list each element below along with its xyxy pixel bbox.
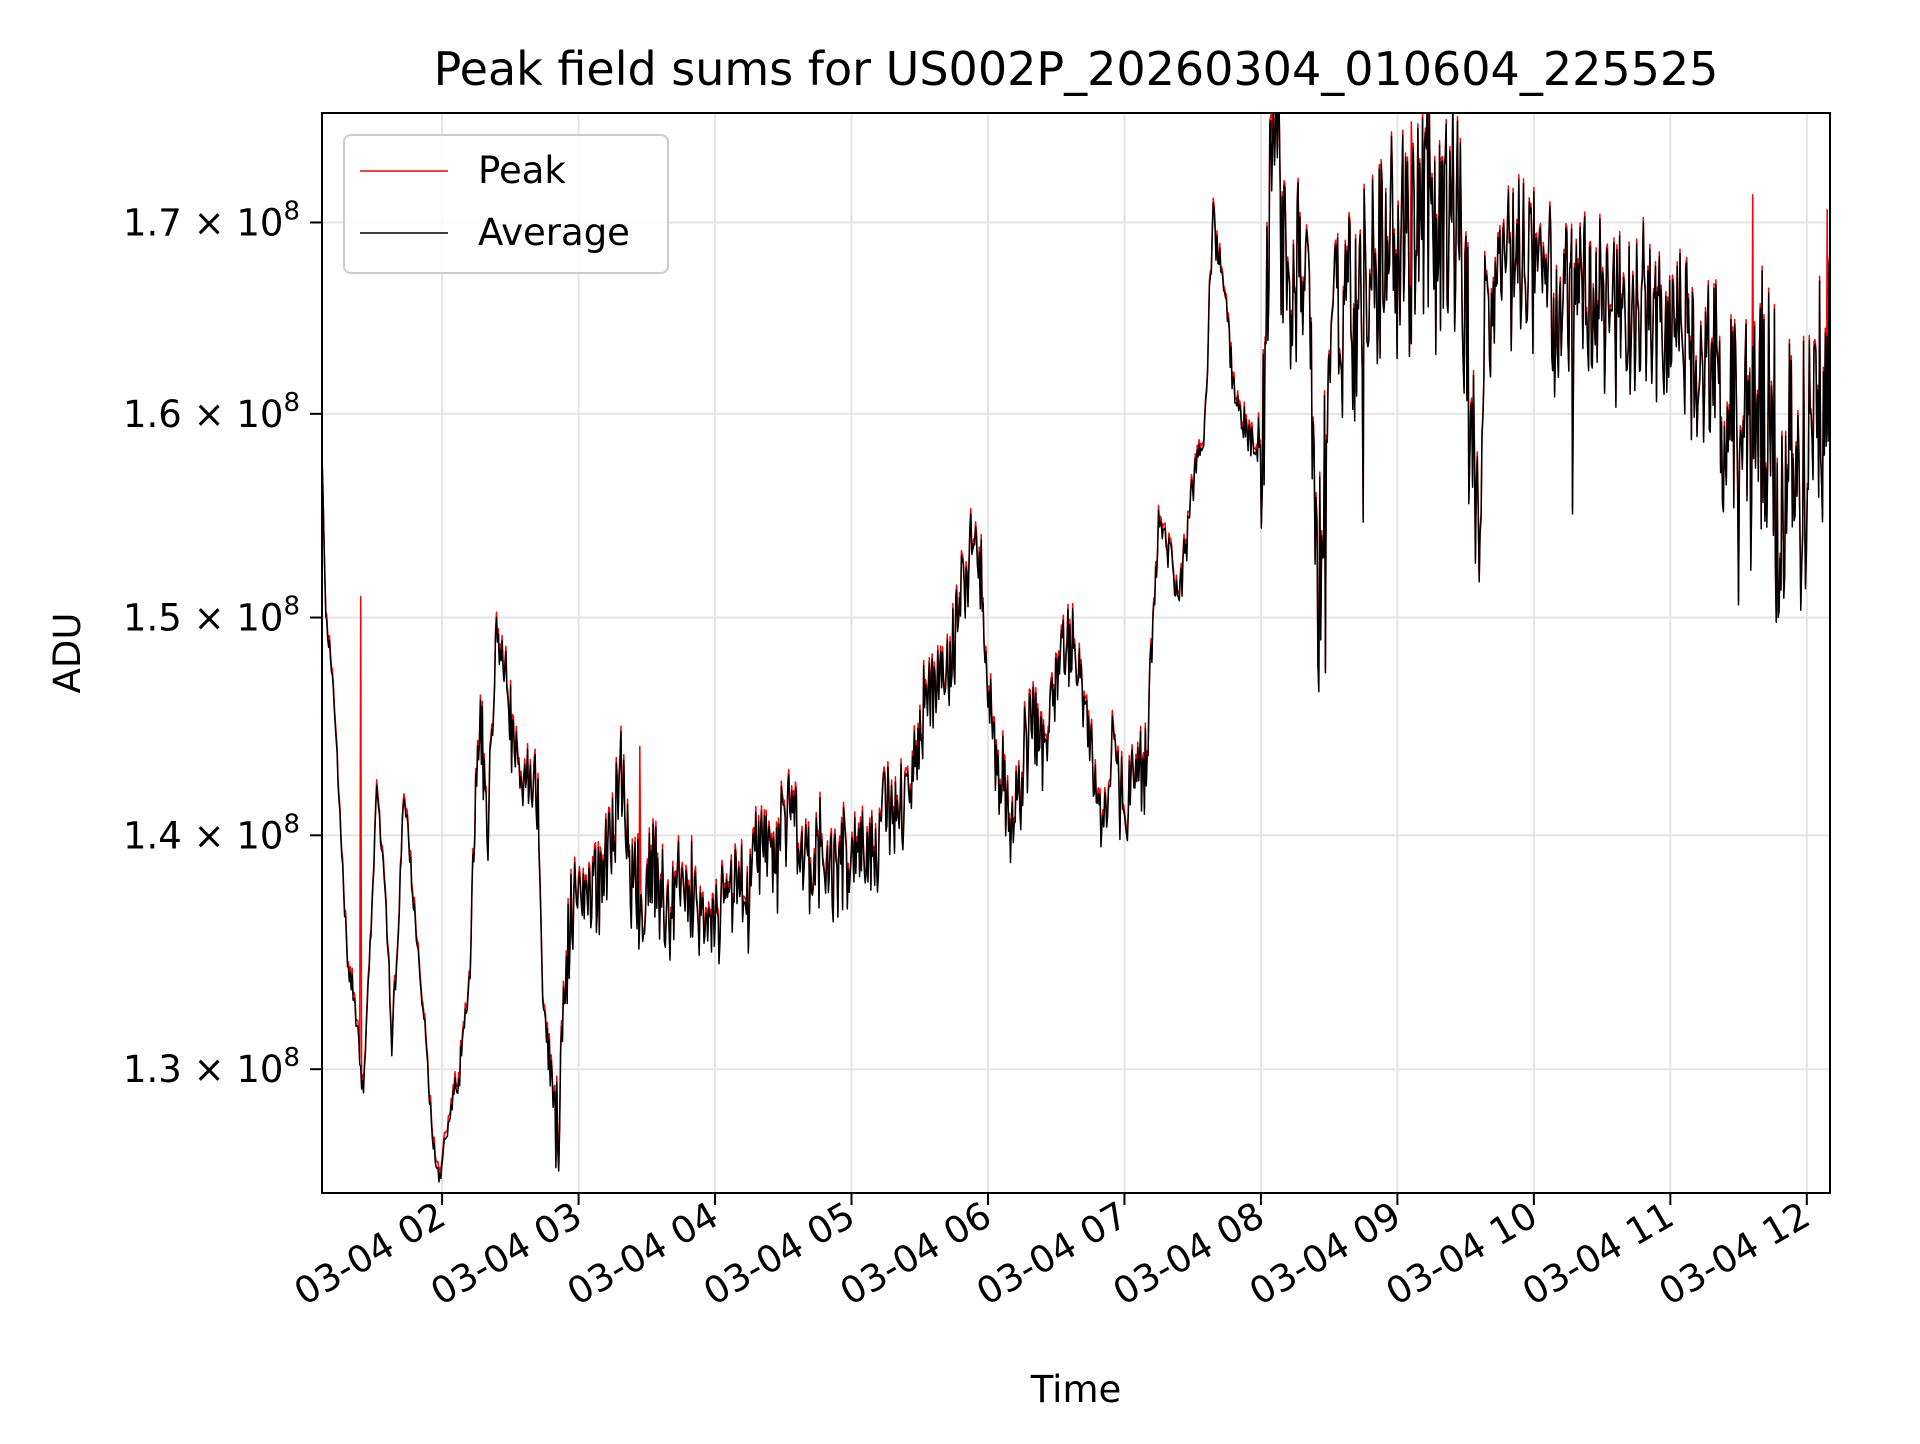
legend-box (343, 134, 669, 274)
series-layer (322, 113, 1830, 1183)
y-tick-label-base: 1.5 × 10 (123, 597, 283, 640)
y-tick-label-base: 1.6 × 10 (123, 393, 283, 436)
legend-peak-label[interactable]: Peak (478, 149, 566, 192)
series-line-average (322, 113, 1830, 1183)
y-tick-label-base: 1.3 × 10 (123, 1048, 283, 1091)
y-tick-label: 1.6 × 108 (123, 388, 300, 436)
y-axis-label: ADU (46, 613, 89, 694)
y-tick-label: 1.4 × 108 (123, 809, 300, 857)
legend[interactable]: Peak Average (343, 134, 669, 274)
plot-frame (321, 112, 1831, 1194)
y-tick-label-base: 1.7 × 10 (123, 201, 283, 244)
y-tick-label: 1.3 × 108 (123, 1043, 300, 1091)
y-tick-label-exponent: 8 (283, 592, 300, 622)
y-tick-label-base: 1.4 × 10 (123, 814, 283, 857)
y-tick-label-exponent: 8 (283, 1043, 300, 1073)
y-tick-label-exponent: 8 (283, 809, 300, 839)
legend-average-label[interactable]: Average (478, 211, 630, 254)
chart-title: Peak field sums for US002P_20260304_0106… (434, 42, 1719, 96)
y-tick-label: 1.5 × 108 (123, 592, 300, 640)
y-tick-label-exponent: 8 (283, 196, 300, 226)
x-axis-label: Time (1030, 1368, 1122, 1411)
y-tick-label: 1.7 × 108 (123, 196, 300, 244)
y-tick-label-exponent: 8 (283, 388, 300, 418)
